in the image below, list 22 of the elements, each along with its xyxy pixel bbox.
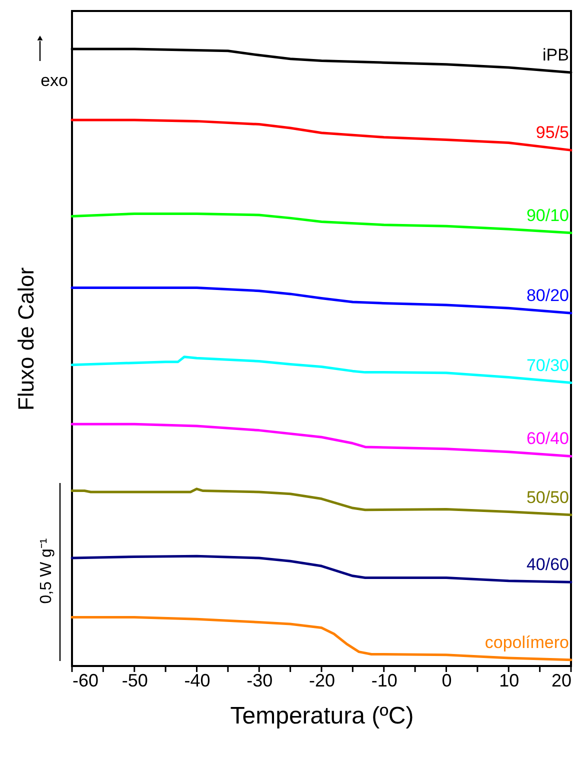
text: exo: [40, 71, 68, 90]
series-label: iPB: [542, 45, 569, 64]
y-axis-title: Fluxo de Calor: [14, 267, 38, 411]
x-tick-label: -50: [122, 670, 148, 690]
series-label: 40/60: [526, 555, 569, 574]
x-axis-title: Temperatura (ºC): [230, 702, 414, 730]
x-tick-label: 10: [499, 670, 520, 690]
series-label: copolímero: [484, 632, 569, 652]
series-label: 95/5: [536, 123, 569, 142]
x-tick-label: -40: [184, 670, 210, 690]
series-label: 70/30: [526, 356, 569, 375]
x-tick-label: 20: [551, 670, 572, 690]
x-tick-label: 0: [442, 670, 452, 690]
text: 0,5 W g⁻¹: [38, 538, 55, 604]
series-label: 80/20: [526, 286, 569, 306]
x-tick-label: -30: [246, 670, 273, 690]
x-tick-label: -10: [371, 670, 398, 690]
series-label: 60/40: [526, 429, 569, 448]
x-tick-label: -20: [308, 670, 336, 690]
series-label: 90/10: [526, 206, 569, 225]
series-label: 50/50: [526, 488, 569, 507]
x-tick-label: -60: [72, 670, 99, 690]
